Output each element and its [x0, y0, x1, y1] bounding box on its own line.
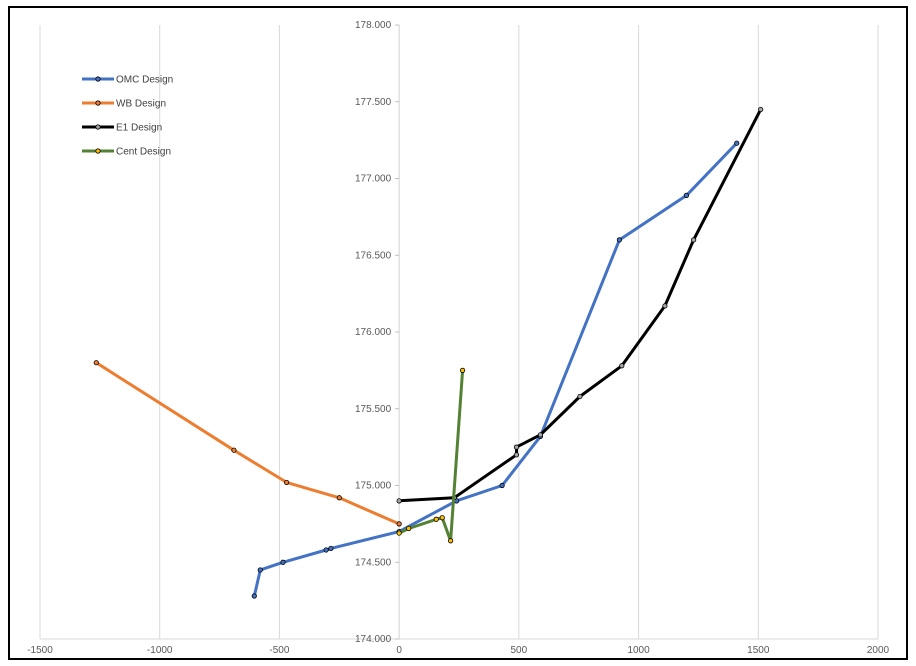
axes: [40, 24, 878, 640]
y-tick-label: 174.000: [355, 634, 392, 645]
cent-design-point: [459, 367, 466, 373]
cent-design-point: [396, 530, 402, 536]
omc-design-line: [252, 142, 738, 597]
grid-lines: [39, 25, 879, 639]
x-tick-label: 1000: [627, 645, 650, 656]
omc-design-point: [257, 567, 263, 573]
omc-design-point: [323, 547, 329, 553]
y-tick-label: 174.500: [355, 557, 392, 568]
tick-labels: -1500 -1000 -500 0 500 1000 1500 2000 174.000 174…: [27, 20, 889, 656]
y-tick-label: 175.000: [355, 481, 392, 492]
e1-design-point: [619, 363, 625, 369]
wb-design-point: [336, 495, 342, 501]
e1-design-point: [537, 432, 544, 438]
e1-design-point: [513, 444, 520, 450]
omc-design-point: [499, 482, 505, 489]
cent-design-point: [448, 538, 454, 544]
omc-design-point: [734, 140, 740, 146]
y-tick-label: 177.500: [355, 97, 392, 108]
omc-design-point: [280, 559, 286, 565]
y-tick-label: 175.500: [355, 404, 392, 415]
cent-design-point: [433, 516, 439, 522]
omc-design-point: [328, 545, 334, 552]
x-tick-label: 1500: [747, 645, 770, 656]
series-lines: [93, 106, 764, 599]
cent-design-point: [406, 525, 412, 532]
wb-design-line: [95, 361, 400, 526]
x-tick-label: -1000: [147, 645, 173, 656]
legend-marker-cent-design: [95, 148, 101, 154]
omc-design-point: [251, 593, 257, 599]
legend: OMC Design WB Design E1 Design Cent Design: [82, 75, 173, 158]
wb-design-point: [231, 447, 237, 453]
legend-label-omc-design: OMC Design: [116, 75, 173, 86]
e1-design-line: [399, 108, 763, 503]
x-tick-label: -1500: [27, 645, 53, 656]
e1-design-point: [691, 237, 697, 243]
legend-marker-wb-design: [95, 100, 101, 106]
cent-design-point: [439, 515, 445, 521]
legend-marker-e1-design: [95, 124, 101, 130]
e1-design-point: [513, 452, 520, 458]
x-tick-label: 0: [396, 645, 402, 656]
wb-design-point: [396, 521, 402, 527]
x-tick-label: 2000: [867, 645, 890, 656]
omc-design-point: [683, 192, 690, 198]
omc-design-point: [616, 237, 623, 243]
x-tick-label: 500: [511, 645, 528, 656]
x-tick-label: -500: [269, 645, 289, 656]
legend-marker-omc-design: [95, 76, 101, 82]
wb-design-point: [284, 479, 290, 486]
y-tick-label: 176.000: [355, 327, 392, 338]
wb-design-point: [93, 360, 99, 366]
y-tick-label: 178.000: [355, 20, 392, 31]
e1-design-point: [662, 303, 668, 309]
e1-design-point: [396, 498, 402, 504]
legend-label-cent-design: Cent Design: [116, 147, 171, 158]
y-tick-label: 176.500: [355, 250, 392, 261]
e1-design-point: [577, 393, 583, 400]
e1-design-point: [758, 106, 764, 113]
y-tick-label: 177.000: [355, 174, 392, 185]
legend-label-wb-design: WB Design: [116, 99, 166, 110]
legend-label-e1-design: E1 Design: [116, 123, 162, 134]
